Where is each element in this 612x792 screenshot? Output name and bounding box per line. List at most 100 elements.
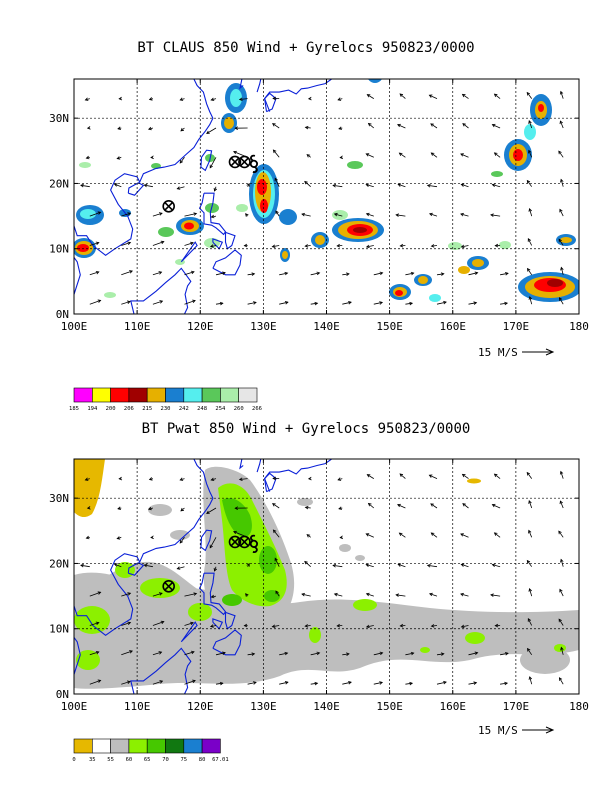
wind-vector xyxy=(468,682,477,685)
wind-vector xyxy=(462,474,469,479)
bottom-axis-ticks: 100E 110E 120E 130E 140E 150E 160E 170E 180 0N 10N… xyxy=(49,459,589,713)
wind-vector xyxy=(121,592,131,597)
wind-vector-head xyxy=(275,590,279,595)
wind-vector xyxy=(342,273,350,276)
colorbar-label: 200 xyxy=(106,406,116,412)
wind-vector-head xyxy=(284,681,289,685)
x-tick-label: 160E xyxy=(440,700,467,713)
wind-vector-head xyxy=(314,681,319,686)
wind-vector xyxy=(184,651,195,656)
wind-vector-head xyxy=(337,477,342,481)
wind-vector xyxy=(121,301,131,305)
wind-vector xyxy=(560,120,564,129)
wind-vector xyxy=(210,245,217,247)
wind-vector-head xyxy=(143,563,148,568)
x-tick-label: 110E xyxy=(124,700,151,713)
wind-vector xyxy=(558,530,564,538)
wind-vector-head xyxy=(332,183,337,188)
colorbar-swatch xyxy=(128,738,148,754)
wind-vector xyxy=(152,271,162,276)
wind-vector-head xyxy=(219,301,224,306)
wind-vector-head xyxy=(559,500,563,505)
wind-vector xyxy=(560,471,564,479)
wind-vector-head xyxy=(429,592,433,597)
wind-vector-head xyxy=(399,93,404,97)
wind-vector-head xyxy=(192,679,196,683)
wind-vector-head xyxy=(494,623,499,628)
wind-vector-head xyxy=(246,562,250,567)
wind-vector-head xyxy=(118,96,123,101)
wind-vector-head xyxy=(504,272,509,276)
wind-vector xyxy=(429,94,438,99)
wind-vector-head xyxy=(491,183,496,187)
wind-vector xyxy=(310,682,318,685)
wind-vector xyxy=(500,272,509,276)
x-tick-label: 100E xyxy=(61,700,88,713)
wind-vector-head xyxy=(126,300,131,304)
wind-vector-head xyxy=(365,624,370,629)
bottom-colorbar: 0 35 55 60 65 70 75 80 67.01 xyxy=(72,738,229,763)
wind-vector-head xyxy=(460,212,464,217)
wind-vector-head xyxy=(284,301,289,305)
wind-vector-head xyxy=(95,271,100,275)
wind-vector xyxy=(121,212,131,217)
wind-vector-head xyxy=(304,560,308,565)
wind-vector-head xyxy=(504,652,509,656)
wind-vector-head xyxy=(193,212,198,216)
wind-vector xyxy=(179,537,185,544)
wind-vector xyxy=(429,474,438,479)
wind-vector-head xyxy=(528,588,532,592)
precipitable-water-field xyxy=(74,459,579,689)
wind-vector-head xyxy=(527,238,532,242)
wind-vector-head xyxy=(97,299,102,303)
wind-vector xyxy=(367,474,375,479)
top-gyre-markers xyxy=(162,154,259,213)
wind-vector-head xyxy=(238,477,243,481)
wind-vector-head xyxy=(493,152,498,156)
wind-vector xyxy=(366,213,374,217)
wind-vector xyxy=(529,676,533,685)
wind-vector-head xyxy=(222,651,226,655)
wind-vector-head xyxy=(474,271,479,275)
wind-vector-head xyxy=(558,677,563,681)
bottom-reference-vector-label: 15 M/S xyxy=(478,724,518,737)
wind-vector-head xyxy=(462,503,466,507)
top-axis-ticks: 100E 110E 120E 130E 140E 150E 160E 170E 180 0N 10N… xyxy=(49,79,589,333)
wind-vector-head xyxy=(560,266,564,271)
wind-vector xyxy=(333,565,343,568)
wind-vector xyxy=(177,566,185,570)
wind-vector xyxy=(179,157,185,164)
wind-vector-head xyxy=(95,241,100,245)
wind-vector xyxy=(152,680,163,685)
bottom-wind-vectors xyxy=(80,470,564,686)
wind-vector xyxy=(209,157,217,168)
y-tick-label: 20N xyxy=(49,177,69,190)
x-tick-label: 100E xyxy=(61,320,88,333)
wind-vector-head xyxy=(127,592,132,596)
wind-vector xyxy=(397,124,406,129)
y-tick-label: 30N xyxy=(49,112,69,125)
wind-vector-head xyxy=(307,96,312,101)
wind-vector-head xyxy=(210,97,215,101)
wind-vector-head xyxy=(365,183,370,187)
wind-vector-head xyxy=(558,238,562,243)
wind-vector-head xyxy=(558,618,562,623)
wind-vector-head xyxy=(348,681,352,685)
brightness-temperature-field xyxy=(74,79,579,302)
wind-vector-head xyxy=(397,183,402,187)
wind-vector xyxy=(462,123,469,129)
x-tick-label: 170E xyxy=(503,320,530,333)
wind-vector-head xyxy=(461,93,466,98)
colorbar-label: 206 xyxy=(124,406,134,412)
wind-vector xyxy=(431,152,438,158)
wind-vector-head xyxy=(272,123,276,127)
wind-vector xyxy=(468,272,478,276)
top-wind-vectors xyxy=(80,90,564,306)
colorbar-swatch xyxy=(128,387,148,403)
wind-vector-head xyxy=(306,534,311,538)
wind-vector-head xyxy=(559,588,563,593)
wind-vector xyxy=(429,593,438,597)
wind-vector xyxy=(304,561,311,567)
wind-vector-head xyxy=(399,243,404,248)
wind-vector-head xyxy=(528,119,532,124)
